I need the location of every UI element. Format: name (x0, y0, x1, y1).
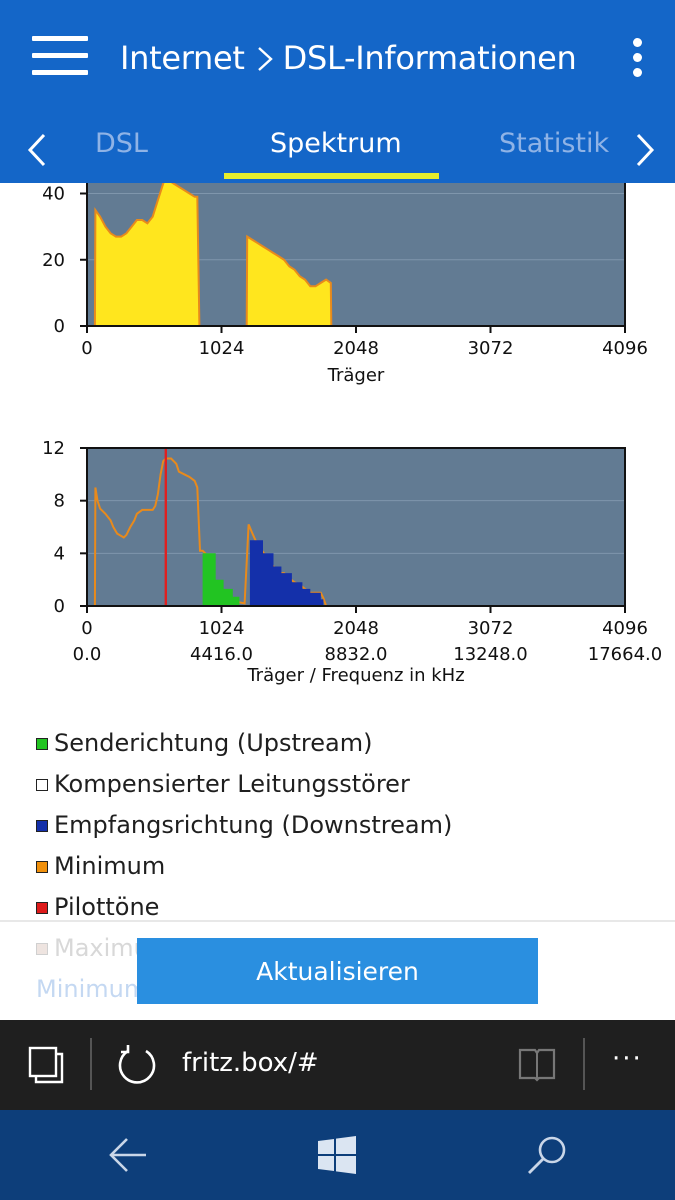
tab-statistik[interactable]: Statistik (499, 128, 610, 159)
legend-label: Senderichtung (Upstream) (54, 728, 373, 757)
x-axis-label: Träger / Frequenz in kHz (246, 665, 464, 686)
x-tick-label-frequency: 4416.0 (190, 644, 253, 665)
active-tab-indicator (224, 173, 439, 179)
y-tick-label: 12 (42, 438, 65, 459)
plot-area (87, 448, 625, 606)
system-navigation-bar (0, 1110, 675, 1200)
toolbar-separator (90, 1038, 92, 1090)
spectrum-chart-top: 0 1024 2048 3072 4096 0 20 40 Träger (0, 183, 675, 403)
back-arrow-icon[interactable] (108, 1136, 148, 1179)
legend-item-upstream: Senderichtung (Upstream) (36, 722, 636, 763)
y-tick-label: 8 (54, 491, 65, 512)
x-tick-label: 2048 (333, 338, 379, 359)
legend-item-pilot: Pilottöne (36, 886, 636, 927)
x-tick-label: 3072 (468, 338, 514, 359)
tabs-icon[interactable] (28, 1046, 64, 1089)
y-tick-label: 0 (54, 316, 65, 337)
y-tick-label: 0 (54, 596, 65, 617)
y-tick-label: 40 (42, 184, 65, 205)
y-tick-label: 4 (54, 543, 65, 564)
legend-swatch (36, 901, 48, 914)
x-axis-label: Träger (327, 365, 385, 386)
series-area (202, 553, 240, 606)
x-tick-label: 2048 (333, 618, 379, 639)
legend-swatch (36, 860, 48, 873)
update-button[interactable]: Aktualisieren (137, 938, 538, 1004)
legend-item-maximum: Maximu (36, 927, 636, 968)
hamburger-icon[interactable] (32, 36, 88, 76)
chevron-left-icon[interactable] (22, 132, 52, 168)
legend-item-compensated: Kompensierter Leitungsstörer (36, 763, 636, 804)
windows-start-icon[interactable] (318, 1136, 356, 1179)
breadcrumb-parent[interactable]: Internet (120, 39, 245, 77)
series-area (93, 183, 333, 327)
legend-swatch (36, 819, 48, 832)
reading-view-icon[interactable] (518, 1046, 556, 1087)
x-tick-label: 4096 (602, 618, 648, 639)
x-tick-label: 0 (81, 338, 92, 359)
chart-legend: Senderichtung (Upstream) Kompensierter L… (36, 722, 636, 968)
app-header: Internet DSL-Informationen DSL Spektrum … (0, 0, 675, 183)
legend-label: Pilottöne (54, 892, 160, 921)
x-tick-label-frequency: 8832.0 (325, 644, 388, 665)
tab-bar: DSL Spektrum Statistik (0, 118, 675, 180)
breadcrumb: Internet DSL-Informationen (120, 36, 577, 80)
x-tick-label: 3072 (468, 618, 514, 639)
spectrum-chart-bottom-svg: 0 1024 2048 3072 4096 0.0 4416.0 8832.0 13248.0 1… (42, 438, 662, 686)
footer-divider (0, 920, 675, 922)
x-tick-label: 1024 (199, 338, 245, 359)
x-tick-label-frequency: 17664.0 (588, 644, 662, 665)
legend-item-downstream: Empfangsrichtung (Downstream) (36, 804, 636, 845)
legend-label: Maximu (54, 933, 149, 962)
chevron-right-icon (257, 44, 273, 72)
series-line (93, 457, 328, 607)
x-tick-label-frequency: 13248.0 (453, 644, 527, 665)
faded-text-minimum: Minimum (36, 975, 148, 1003)
legend-swatch (36, 737, 48, 750)
x-tick-label: 1024 (199, 618, 245, 639)
breadcrumb-current: DSL-Informationen (282, 39, 577, 77)
legend-label: Minimum (54, 851, 166, 880)
tab-dsl[interactable]: DSL (95, 128, 148, 159)
more-dots-icon[interactable]: ··· (612, 1044, 643, 1074)
spectrum-chart-bottom: 0 1024 2048 3072 4096 0.0 4416.0 8832.0 13248.0 1… (0, 430, 675, 692)
legend-label: Kompensierter Leitungsstörer (54, 769, 410, 798)
x-tick-label: 4096 (602, 338, 648, 359)
address-bar[interactable]: fritz.box/# (182, 1048, 319, 1078)
kebab-menu-icon[interactable] (628, 38, 648, 78)
y-tick-label: 20 (42, 250, 65, 271)
chevron-right-icon[interactable] (630, 132, 660, 168)
refresh-icon[interactable] (116, 1044, 158, 1091)
legend-item-minimum: Minimum (36, 845, 636, 886)
x-tick-label: 0 (81, 618, 92, 639)
legend-swatch (36, 778, 48, 791)
legend-swatch (36, 942, 48, 955)
toolbar-separator (583, 1038, 585, 1090)
browser-toolbar: fritz.box/# ··· (0, 1020, 675, 1110)
search-icon[interactable] (526, 1134, 568, 1181)
spectrum-chart-top-svg: 0 1024 2048 3072 4096 0 20 40 Träger (42, 183, 648, 386)
x-tick-label-frequency: 0.0 (73, 644, 102, 665)
legend-label: Empfangsrichtung (Downstream) (54, 810, 453, 839)
tab-spektrum[interactable]: Spektrum (270, 128, 402, 159)
